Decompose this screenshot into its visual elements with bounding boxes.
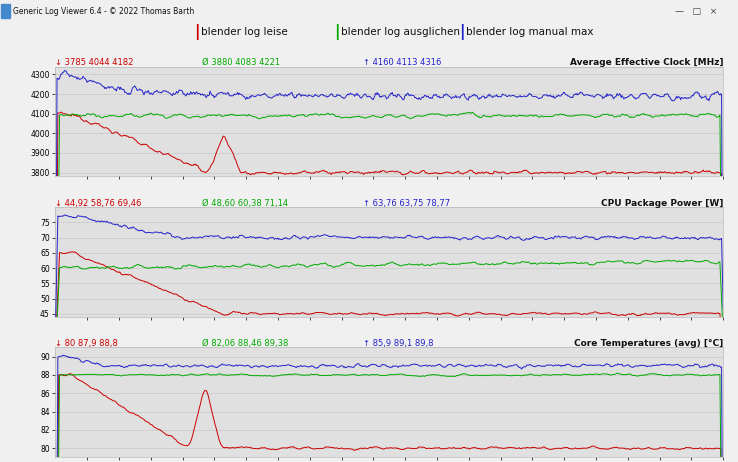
Text: |: |	[193, 24, 199, 40]
Text: ↓ 3785 4044 4182: ↓ 3785 4044 4182	[55, 58, 134, 67]
Text: Ø 3880 4083 4221: Ø 3880 4083 4221	[202, 58, 280, 67]
Text: ↓ 80 87,9 88,8: ↓ 80 87,9 88,8	[55, 339, 118, 348]
Text: ↓ 44,92 58,76 69,46: ↓ 44,92 58,76 69,46	[55, 199, 142, 207]
Text: blender log leise: blender log leise	[201, 27, 288, 37]
Text: |: |	[334, 24, 339, 40]
Text: blender log manual max: blender log manual max	[466, 27, 594, 37]
Text: ↑ 4160 4113 4316: ↑ 4160 4113 4316	[362, 58, 441, 67]
Text: ↑ 63,76 63,75 78,77: ↑ 63,76 63,75 78,77	[362, 199, 449, 207]
Bar	[1, 5, 10, 18]
Text: |: |	[459, 24, 465, 40]
Text: ↑ 85,9 89,1 89,8: ↑ 85,9 89,1 89,8	[362, 339, 433, 348]
Text: Average Effective Clock [MHz]: Average Effective Clock [MHz]	[570, 58, 723, 67]
Text: Generic Log Viewer 6.4 - © 2022 Thomas Barth: Generic Log Viewer 6.4 - © 2022 Thomas B…	[13, 6, 195, 16]
Text: —   □   ×: — □ ×	[675, 6, 717, 16]
Text: Ø 82,06 88,46 89,38: Ø 82,06 88,46 89,38	[202, 339, 289, 348]
Text: Ø 48,60 60,38 71,14: Ø 48,60 60,38 71,14	[202, 199, 289, 207]
Text: CPU Package Power [W]: CPU Package Power [W]	[601, 199, 723, 207]
Text: Core Temperatures (avg) [°C]: Core Temperatures (avg) [°C]	[574, 339, 723, 348]
Text: blender log ausglichen: blender log ausglichen	[341, 27, 460, 37]
